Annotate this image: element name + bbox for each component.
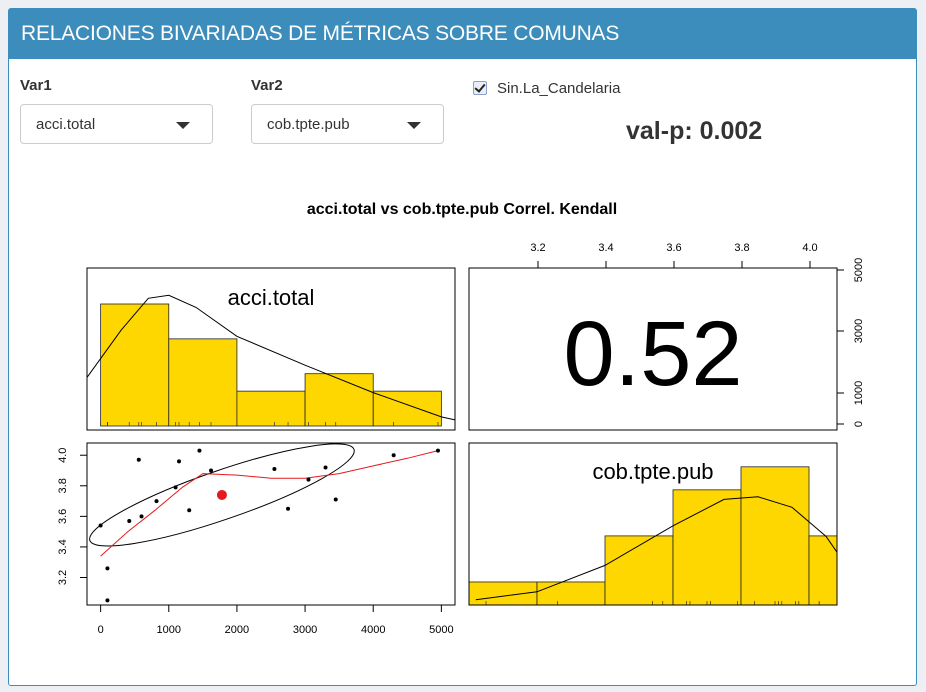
density-curve-var2 (475, 496, 838, 601)
y-axis-tick-label: 3.6 (57, 509, 69, 524)
scatter-point (98, 523, 103, 528)
chart-title: acci.total vs cob.tpte.pub Correl. Kenda… (307, 201, 617, 218)
pvalue-text: val-p: 0.002 (626, 117, 763, 145)
right-axis-tick-label: 1000 (853, 381, 865, 405)
loess-smooth-line (100, 450, 439, 557)
diag-label-var1: acci.total (228, 285, 315, 310)
scatter-point (105, 598, 110, 603)
scatter-point (105, 566, 110, 571)
sin-la-candelaria-checkbox[interactable] (473, 81, 487, 95)
histogram-bar-var1 (236, 390, 306, 427)
y-axis-tick-label: 4.0 (57, 448, 69, 463)
right-axis-tick-label: 5000 (853, 258, 865, 282)
scatter-point (139, 514, 144, 519)
histogram-bar-var2 (672, 489, 742, 606)
scatter-point (136, 457, 141, 462)
diag-label-var2: cob.tpte.pub (592, 459, 713, 484)
y-axis-tick-label: 3.4 (57, 539, 69, 554)
histogram-bar-var1 (304, 373, 374, 427)
var1-select[interactable]: acci.total (20, 104, 213, 144)
scatter-point (391, 453, 396, 458)
scatter-point (187, 508, 192, 513)
scatter-point (323, 465, 328, 470)
top-axis-tick-label: 3.8 (734, 242, 749, 254)
panel-frame-top-right (468, 267, 838, 431)
var2-selected-value: cob.tpte.pub (267, 116, 350, 133)
x-axis-tick-label: 0 (98, 624, 104, 636)
top-axis-tick-label: 3.2 (530, 242, 545, 254)
histogram-bar-var1 (100, 303, 170, 427)
correlation-value: 0.52 (563, 303, 742, 405)
y-axis-tick-label: 3.8 (57, 478, 69, 493)
top-axis-tick-label: 3.4 (598, 242, 613, 254)
scatter-point (306, 477, 311, 482)
scatter-point (286, 506, 291, 511)
sin-la-candelaria-label: Sin.La_Candelaria (497, 80, 621, 97)
histogram-bar-var1 (168, 338, 238, 427)
right-axis-tick-label: 0 (853, 421, 865, 427)
scatter-mean-point (216, 489, 227, 500)
panel-frame-top-left (86, 267, 456, 431)
panel-frame-bottom-right (468, 442, 838, 606)
var1-label: Var1 (20, 77, 52, 94)
scatter-point (333, 497, 338, 502)
histogram-bar-var2 (604, 535, 674, 606)
panel-frame-bottom-left (86, 442, 456, 606)
scatter-point (435, 448, 440, 453)
scatter-point (127, 518, 132, 523)
scatter-point (197, 448, 202, 453)
chevron-down-icon (407, 122, 421, 129)
right-axis-tick-label: 3000 (853, 319, 865, 343)
var2-select[interactable]: cob.tpte.pub (251, 104, 444, 144)
histogram-bar-var2 (536, 581, 606, 606)
panel-header: RELACIONES BIVARIADAS DE MÉTRICAS SOBRE … (9, 9, 916, 59)
x-axis-tick-label: 3000 (293, 624, 317, 636)
x-axis-tick-label: 4000 (361, 624, 385, 636)
x-axis-tick-label: 1000 (157, 624, 181, 636)
top-axis-tick-label: 4.0 (802, 242, 817, 254)
chevron-down-icon (176, 122, 190, 129)
scatter-point (154, 499, 159, 504)
scatter-point (209, 468, 214, 473)
density-curve-var1 (86, 294, 456, 421)
panel-title: RELACIONES BIVARIADAS DE MÉTRICAS SOBRE … (21, 22, 620, 45)
x-axis-tick-label: 5000 (429, 624, 453, 636)
x-axis-tick-label: 2000 (225, 624, 249, 636)
top-axis-tick-label: 3.6 (666, 242, 681, 254)
y-axis-tick-label: 3.2 (57, 570, 69, 585)
var1-selected-value: acci.total (36, 116, 96, 133)
histogram-bar-var2 (740, 466, 810, 606)
var2-label: Var2 (251, 77, 283, 94)
scatter-point (177, 459, 181, 464)
scatter-point (272, 466, 277, 471)
correlation-ellipse (89, 443, 355, 547)
scatter-point (173, 485, 178, 490)
